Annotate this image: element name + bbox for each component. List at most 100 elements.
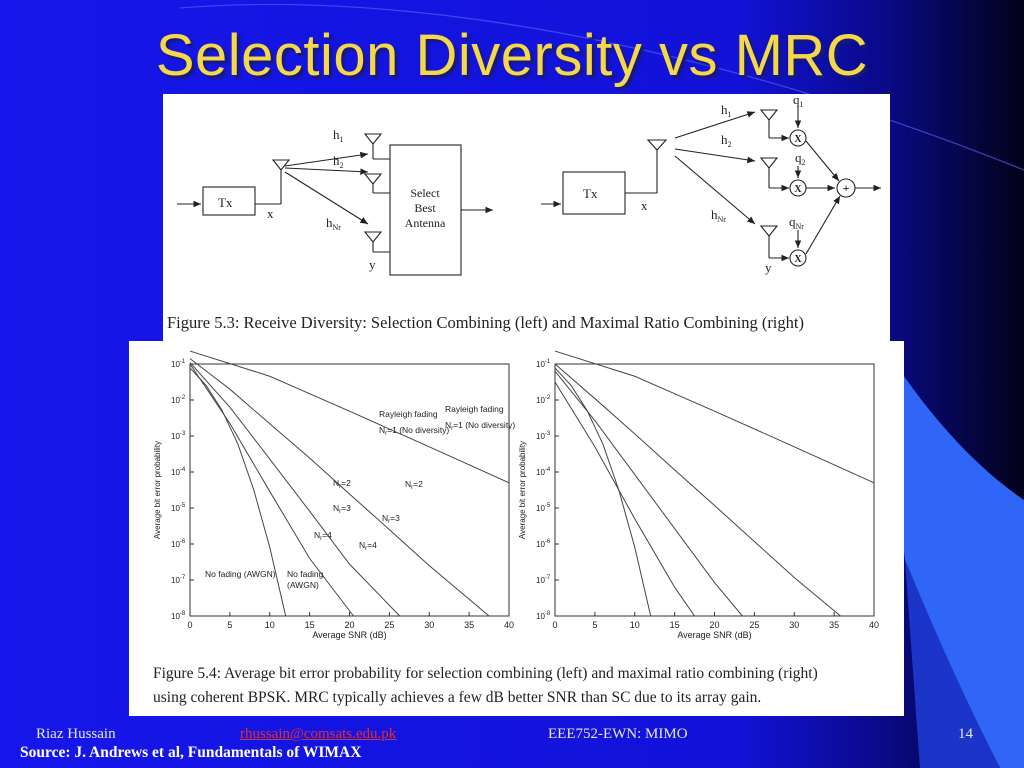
figure-5-4-caption-line-1: Figure 5.4: Average bit error probabilit… xyxy=(153,665,818,682)
svg-text:h2: h2 xyxy=(721,132,732,149)
y-tick-label: 10-2 xyxy=(171,395,186,405)
antenna-icon xyxy=(759,109,779,121)
svg-text:hNr: hNr xyxy=(711,207,726,224)
y-tick-label: 10-2 xyxy=(536,395,551,405)
awgn-label-line-1: No fading xyxy=(287,569,324,579)
nr1-label: Nr=1 (No diversity) xyxy=(379,425,449,437)
ber-curve-3 xyxy=(554,381,695,617)
x-axis-label: Average SNR (dB) xyxy=(677,630,751,640)
y-tick-label: 10-7 xyxy=(171,575,186,585)
y-tick-label: 10-6 xyxy=(536,539,551,549)
multiplier-1 xyxy=(789,129,807,147)
antenna-icon xyxy=(363,173,383,185)
x-tick-label: 40 xyxy=(869,620,879,630)
y-tick-label: 10-5 xyxy=(171,503,186,513)
x-tick-label: 20 xyxy=(344,620,354,630)
nr3-label: Nr=3 xyxy=(382,513,400,525)
ber-curve-2 xyxy=(189,362,401,617)
ber-curve-2 xyxy=(554,370,743,617)
nr1-label: Nr=1 (No diversity) xyxy=(445,420,515,432)
svg-text:+: + xyxy=(843,181,850,195)
ber-plot-mrc: 0 5 10 15 20 25 30 35 40 10-1 10-2 10-3 10-4 10-5 10-6… xyxy=(287,350,879,640)
svg-text:X: X xyxy=(794,134,802,145)
nr2-label: Nr=2 xyxy=(405,479,423,491)
y-tick-label: 10-5 xyxy=(536,503,551,513)
x-label-right: x xyxy=(641,198,648,213)
ber-plot-sc: 0 5 10 15 20 25 30 35 40 10-1 10-2 10-3 10-4 10-5 10-6… xyxy=(153,350,514,640)
footer-author: Riaz Hussain xyxy=(36,726,116,742)
x-tick-label: 5 xyxy=(227,620,232,630)
nr4-label: Nr=4 xyxy=(359,540,377,552)
ber-plots: 0 5 10 15 20 25 30 35 40 10-1 10-2 10-3 10-4 10-5 10-6… xyxy=(153,350,879,640)
figure-5-4-caption-line-2: using coherent BPSK. MRC typically achie… xyxy=(153,689,762,706)
x-axis-label: Average SNR (dB) xyxy=(312,630,386,640)
figure-5-3-caption: Figure 5.3: Receive Diversity: Selection… xyxy=(167,313,804,332)
y-tick-label: 10-4 xyxy=(536,467,551,477)
antenna-icon xyxy=(271,159,291,171)
x-tick-label: 10 xyxy=(630,620,640,630)
y-axis-label: Average bit error probability xyxy=(518,441,527,539)
x-tick-label: 10 xyxy=(265,620,275,630)
x-tick-label: 0 xyxy=(552,620,557,630)
y-tick-label: 10-3 xyxy=(536,431,551,441)
figure-5-3-panel: Tx x h1 h2 hNr y Select Best Antenna Tx … xyxy=(163,92,890,341)
y-tick-label: 10-7 xyxy=(536,575,551,585)
x-tick-label: 30 xyxy=(789,620,799,630)
nr2-label: Nr=2 xyxy=(333,478,351,490)
x-tick-label: 5 xyxy=(592,620,597,630)
x-tick-label: 35 xyxy=(464,620,474,630)
footer-email-link[interactable]: rhussain@comsats.edu.pk xyxy=(240,726,397,742)
antenna-icon xyxy=(363,133,383,145)
y-tick-label: 10-8 xyxy=(171,611,186,621)
x-tick-label: 0 xyxy=(187,620,192,630)
awgn-label: No fading (AWGN) xyxy=(205,569,276,579)
receive-diversity-diagram: Tx x h1 h2 hNr y Select Best Antenna Tx … xyxy=(177,92,881,276)
tx-label-left: Tx xyxy=(218,195,233,210)
h2-label: h xyxy=(333,153,340,168)
y-label-right: y xyxy=(765,260,772,275)
plot-frame xyxy=(554,363,875,617)
block-line-1: Select xyxy=(410,186,440,200)
x-label-left: x xyxy=(267,206,274,221)
slide-title: Selection Diversity vs MRC xyxy=(155,23,869,88)
antenna-icon xyxy=(363,231,383,243)
y-axis-label: Average bit error probability xyxy=(153,441,162,539)
ber-curve-1 xyxy=(554,363,841,617)
source-citation: Source: J. Andrews et al, Fundamentals o… xyxy=(20,744,362,761)
svg-text:h1: h1 xyxy=(721,102,732,119)
svg-text:X: X xyxy=(794,254,802,265)
rayleigh-label: Rayleigh fading xyxy=(445,404,504,414)
y-tick-label: 10-8 xyxy=(536,611,551,621)
ber-curve-4 xyxy=(189,367,287,617)
figure-5-4-panel: 0 5 10 15 20 25 30 35 40 10-1 10-2 10-3 10-4 10-5 10-6… xyxy=(129,341,904,716)
footer-course: EEE752-EWN: MIMO xyxy=(548,726,688,742)
ber-curve-3 xyxy=(189,363,354,617)
multiplier-nr xyxy=(789,249,807,267)
x-tick-label: 40 xyxy=(504,620,514,630)
slide-number: 14 xyxy=(958,726,973,742)
svg-text:q2: q2 xyxy=(795,150,806,167)
ber-curve-1 xyxy=(189,358,490,617)
tx-block-left xyxy=(202,186,256,216)
x-tick-label: 15 xyxy=(670,620,680,630)
ber-curve-0 xyxy=(554,350,875,484)
x-tick-label: 20 xyxy=(709,620,719,630)
svg-text:hNr: hNr xyxy=(326,215,341,232)
block-line-3: Antenna xyxy=(405,216,446,230)
svg-text:qNr: qNr xyxy=(789,214,804,231)
block-line-2: Best xyxy=(414,201,436,215)
x-tick-label: 15 xyxy=(305,620,315,630)
svg-text:X: X xyxy=(794,184,802,195)
nr4-label: Nr=4 xyxy=(314,530,332,542)
awgn-label-line-2: (AWGN) xyxy=(287,580,319,590)
x-tick-label: 25 xyxy=(384,620,394,630)
antenna-icon xyxy=(759,225,779,237)
x-tick-label: 35 xyxy=(829,620,839,630)
svg-text:h2: h2 xyxy=(333,153,344,170)
y-tick-label: 10-6 xyxy=(171,539,186,549)
svg-text:q1: q1 xyxy=(793,94,804,109)
nr3-label: Nr=3 xyxy=(333,503,351,515)
rayleigh-label: Rayleigh fading xyxy=(379,409,438,419)
x-tick-label: 30 xyxy=(424,620,434,630)
ber-curve-4 xyxy=(554,367,652,617)
